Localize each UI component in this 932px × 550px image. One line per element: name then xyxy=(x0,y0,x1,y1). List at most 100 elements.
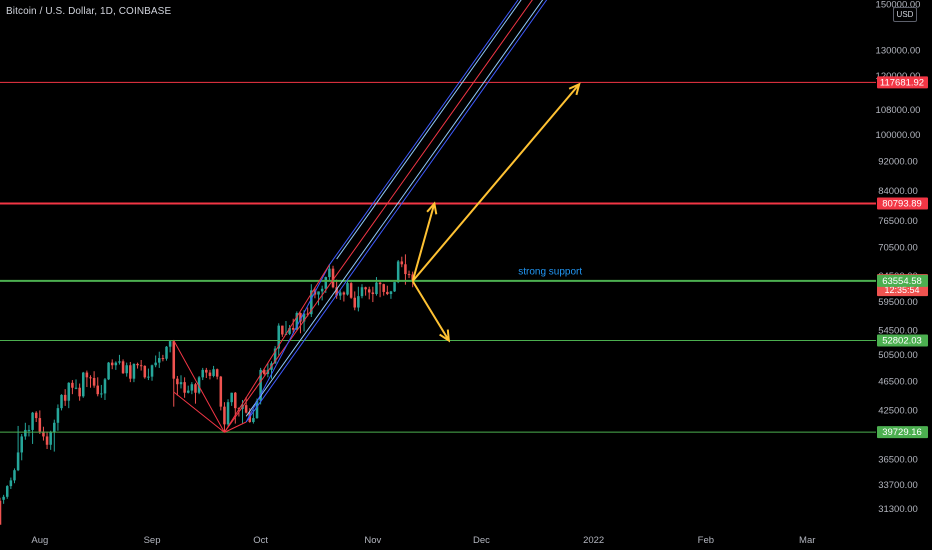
candle-body xyxy=(89,377,92,379)
candle-body xyxy=(353,297,357,308)
candle-body xyxy=(230,392,233,403)
candle-body xyxy=(161,358,165,360)
candle-body xyxy=(201,369,204,378)
candle-body xyxy=(143,365,147,378)
candle-body xyxy=(226,402,230,425)
candle-body xyxy=(331,268,335,288)
candle-body xyxy=(24,429,27,437)
candle-body xyxy=(103,379,107,394)
time-axis: Aug Sep Oct Nov Dec 2022 Feb Mar xyxy=(31,535,815,546)
candle-body xyxy=(125,365,128,374)
candle-body xyxy=(338,292,342,296)
candle-body xyxy=(71,382,74,388)
x-tick-label: Aug xyxy=(31,535,48,546)
candle-body xyxy=(273,348,277,364)
candle-body xyxy=(67,382,71,401)
candle-body xyxy=(386,291,389,295)
pitchfork-inner-upper xyxy=(336,0,522,260)
candle-body xyxy=(382,284,385,292)
candle-body xyxy=(42,431,45,437)
candle-body xyxy=(255,400,259,419)
candle-body xyxy=(53,422,56,433)
candle-body xyxy=(357,296,360,308)
candle-body xyxy=(302,313,306,322)
y-tick-label: 54500.00 xyxy=(878,325,918,336)
x-tick-label: Dec xyxy=(473,535,490,546)
candle-body xyxy=(205,369,208,373)
candle-body xyxy=(375,282,378,295)
arrow-shaft-2 xyxy=(411,83,580,282)
candle-body xyxy=(328,268,331,278)
candle-body xyxy=(335,287,338,296)
candlestick-series xyxy=(0,254,414,525)
drawn-line-0 xyxy=(173,340,225,433)
candle-body xyxy=(96,385,100,395)
pitchfork-handle xyxy=(245,264,330,423)
price-labels: 117681.9280793.8963703.4512:35:5463554.5… xyxy=(877,76,928,439)
candle-body xyxy=(281,325,284,335)
candle-body xyxy=(16,452,20,471)
arrow-head-2 xyxy=(568,82,581,96)
candle-body xyxy=(38,418,42,432)
candle-body xyxy=(400,261,404,265)
candle-body xyxy=(219,376,223,407)
y-tick-label: 100000.00 xyxy=(876,130,921,141)
candle-body xyxy=(252,418,255,422)
candle-body xyxy=(223,406,226,425)
candle-body xyxy=(165,346,168,359)
x-tick-label: Nov xyxy=(364,535,381,546)
candle-body xyxy=(320,288,324,292)
candle-body xyxy=(342,292,346,295)
pitchfork-median-line xyxy=(224,0,533,433)
candle-body xyxy=(346,283,349,295)
candle-body xyxy=(197,377,201,393)
drawn-line-2 xyxy=(224,264,330,433)
candle-body xyxy=(295,313,299,330)
candle-body xyxy=(27,429,31,431)
candle-body xyxy=(85,372,89,378)
candle-body xyxy=(190,384,194,391)
candle-body xyxy=(81,372,85,397)
candle-body xyxy=(396,261,400,283)
arrow-head-0 xyxy=(426,201,438,215)
y-tick-label: 150000.00 xyxy=(876,0,921,10)
candle-body xyxy=(13,470,16,481)
y-tick-label: 33700.00 xyxy=(878,480,918,491)
candle-body xyxy=(56,408,60,423)
y-tick-label: 130000.00 xyxy=(876,45,921,56)
candle-body xyxy=(215,369,219,377)
candle-body xyxy=(118,361,121,363)
arrow-shaft-1 xyxy=(411,280,450,342)
price-label-box xyxy=(877,426,928,439)
candle-body xyxy=(129,365,132,379)
y-tick-label: 31300.00 xyxy=(878,504,918,515)
candle-body xyxy=(317,291,320,295)
currency-unit-button[interactable]: USD xyxy=(893,7,917,22)
x-tick-label: Feb xyxy=(698,535,714,546)
pitchfork-inner-lower xyxy=(245,0,544,417)
candle-body xyxy=(194,384,197,393)
candle-body xyxy=(378,282,382,285)
pitchfork-lower-tine xyxy=(245,0,548,423)
candle-body xyxy=(139,365,143,367)
annotation-strong-support: strong support xyxy=(518,267,582,278)
candle-body xyxy=(291,327,295,330)
y-tick-label: 36500.00 xyxy=(878,454,918,465)
drawn-line-1 xyxy=(173,391,225,433)
x-tick-label: Mar xyxy=(799,535,815,546)
arrow-head-1 xyxy=(439,329,451,343)
candle-body xyxy=(367,289,371,293)
candle-body xyxy=(114,362,118,366)
x-tick-label: 2022 xyxy=(583,535,604,546)
candle-body xyxy=(212,369,215,376)
y-tick-label: 76500.00 xyxy=(878,216,918,227)
candle-body xyxy=(92,378,96,386)
candle-body xyxy=(154,362,157,366)
candle-body xyxy=(407,274,411,276)
candle-body xyxy=(136,363,139,366)
drawn-line-3 xyxy=(224,421,247,433)
price-label-box xyxy=(877,76,928,89)
candle-body xyxy=(208,372,212,376)
candle-body xyxy=(168,341,172,347)
candle-body xyxy=(186,390,190,393)
